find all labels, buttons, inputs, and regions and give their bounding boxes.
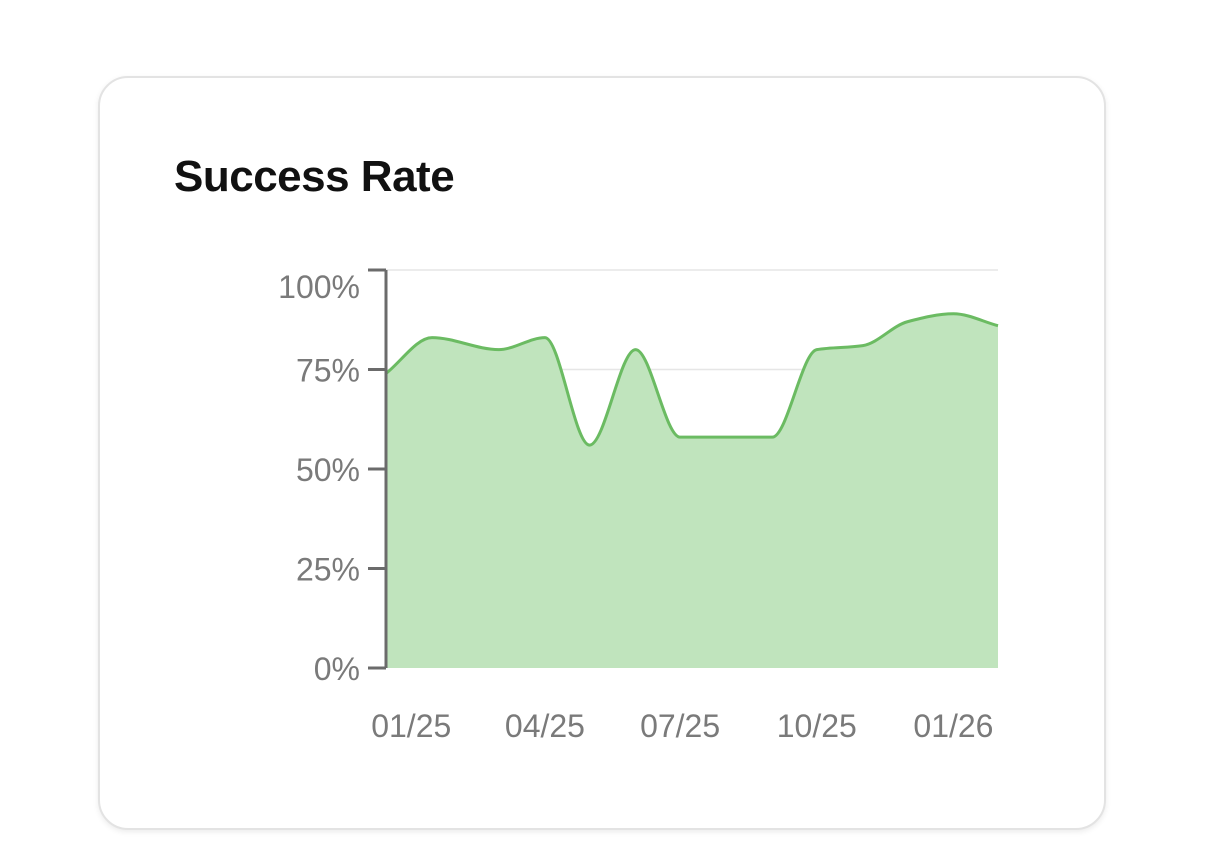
y-tick-label: 25% bbox=[296, 552, 360, 588]
success-rate-line bbox=[385, 312, 999, 447]
x-tick-label: 04/25 bbox=[505, 708, 585, 744]
y-tick-label: 100% bbox=[278, 269, 360, 305]
x-tick-label: 01/26 bbox=[913, 708, 993, 744]
x-tick-label: 10/25 bbox=[777, 708, 857, 744]
success-rate-area bbox=[386, 313, 998, 668]
x-axis-ticks: 01/25 04/25 07/25 10/25 01/26 bbox=[371, 708, 993, 744]
y-axis-ticks: 0% 25% 50% 75% 100% bbox=[278, 268, 386, 687]
x-tick-label: 01/25 bbox=[371, 708, 451, 744]
y-tick-label: 50% bbox=[296, 452, 360, 488]
x-tick-label: 07/25 bbox=[640, 708, 720, 744]
card-title: Success Rate bbox=[174, 152, 455, 201]
y-tick-label: 75% bbox=[296, 353, 360, 389]
y-tick-label: 0% bbox=[314, 651, 360, 687]
